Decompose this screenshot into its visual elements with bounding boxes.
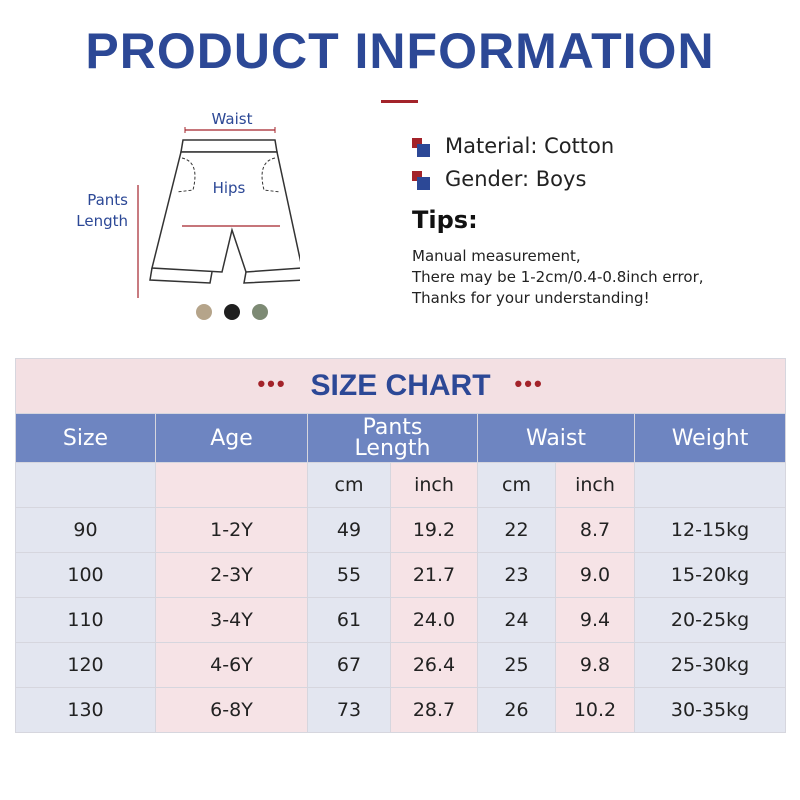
cell: 2-3Y (155, 552, 308, 598)
table-row: 130 6-8Y 73 28.7 26 10.2 30-35kg (15, 687, 787, 733)
title: PRODUCT INFORMATION (85, 23, 715, 79)
chart-title: SIZE CHART (310, 369, 491, 402)
cell: 12-15kg (633, 507, 787, 553)
cell (15, 462, 156, 508)
header-text: Pants Length (354, 415, 431, 461)
cell: 21.7 (390, 552, 478, 598)
cell (155, 462, 308, 508)
waist-label: Waist (212, 110, 253, 128)
cell: 90 (15, 507, 156, 553)
cell: 100 (15, 552, 156, 598)
hips-label: Hips (213, 179, 246, 197)
cell: 19.2 (390, 507, 478, 553)
chart-title-cell: ••• SIZE CHART ••• (14, 358, 787, 414)
cell: 49 (307, 507, 391, 553)
info-item: Material: Cotton (445, 134, 615, 158)
shorts-diagram: Waist Hips Pants Length (76, 110, 300, 320)
cell: 9.8 (555, 642, 635, 688)
cell: 120 (15, 642, 156, 688)
cell: 4-6Y (155, 642, 308, 688)
tip-line: There may be 1-2cm/0.4-0.8inch error, (412, 268, 704, 286)
table-row: 110 3-4Y 61 24.0 24 9.4 20-25kg (15, 597, 787, 643)
unit-cell: inch (555, 462, 635, 508)
bullet (412, 171, 438, 195)
table-row: 90 1-2Y 49 19.2 22 8.7 12-15kg (15, 507, 787, 553)
divider (381, 100, 418, 103)
info-item: Gender: Boys (445, 167, 587, 191)
cell: 23 (477, 552, 556, 598)
table-row: 100 2-3Y 55 21.7 23 9.0 15-20kg (15, 552, 787, 598)
cell: 67 (307, 642, 391, 688)
tip-line: Manual measurement, (412, 247, 581, 265)
cell: 55 (307, 552, 391, 598)
cell: 8.7 (555, 507, 635, 553)
cell: 25-30kg (633, 642, 787, 688)
tips-title: Tips: (412, 206, 478, 234)
cell: 3-4Y (155, 597, 308, 643)
header-cell: Pants Length (307, 413, 478, 463)
cell: 30-35kg (633, 687, 787, 733)
cell: 25 (477, 642, 556, 688)
cell: 26.4 (390, 642, 478, 688)
cell: 22 (477, 507, 556, 553)
cell: 28.7 (390, 687, 478, 733)
cell: 24 (477, 597, 556, 643)
bullet (412, 138, 438, 162)
header-cell: Waist (477, 413, 635, 463)
cell (633, 462, 787, 508)
cell: 73 (307, 687, 391, 733)
size-table: ••• SIZE CHART ••• Size Age Pants Length W… (14, 358, 787, 733)
cell: 6-8Y (155, 687, 308, 733)
cell: 9.4 (555, 597, 635, 643)
tip-line: Thanks for your understanding! (412, 289, 650, 307)
unit-cell: cm (307, 462, 391, 508)
cell: 10.2 (555, 687, 635, 733)
cell: 15-20kg (633, 552, 787, 598)
cell: 110 (15, 597, 156, 643)
header-cell: Size (15, 413, 156, 463)
cell: 26 (477, 687, 556, 733)
cell: 24.0 (390, 597, 478, 643)
table-row: 120 4-6Y 67 26.4 25 9.8 25-30kg (15, 642, 787, 688)
cell: 20-25kg (633, 597, 787, 643)
header-cell: Weight (633, 413, 787, 463)
cell: 9.0 (555, 552, 635, 598)
unit-cell: inch (390, 462, 478, 508)
unit-cell: cm (477, 462, 556, 508)
cell: 130 (15, 687, 156, 733)
pants-length-label: Pants Length (76, 191, 128, 230)
cell: 1-2Y (155, 507, 308, 553)
header-cell: Age (155, 413, 308, 463)
cell: 61 (307, 597, 391, 643)
